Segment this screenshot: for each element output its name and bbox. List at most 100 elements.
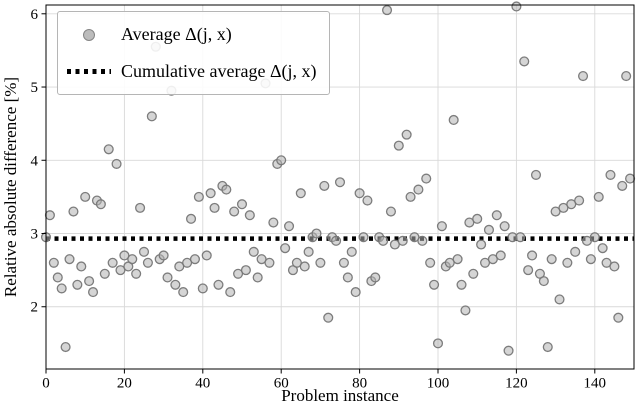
- scatter-point: [574, 195, 585, 206]
- y-tick-label: 3: [31, 227, 39, 243]
- scatter-point: [264, 257, 275, 268]
- scatter-point: [378, 235, 389, 246]
- scatter-point: [84, 276, 95, 287]
- scatter-point: [613, 312, 624, 323]
- scatter-point: [178, 287, 189, 298]
- scatter-point: [146, 111, 157, 122]
- scatter-point: [472, 213, 483, 224]
- scatter-point: [229, 206, 240, 217]
- scatter-point: [99, 268, 110, 279]
- scatter-point: [393, 140, 404, 151]
- scatter-point: [385, 206, 397, 217]
- scatter-point: [95, 199, 106, 210]
- x-tick-label: 100: [427, 376, 450, 392]
- scatter-point: [64, 254, 75, 265]
- legend-item-average: Average Δ(j, x): [66, 16, 317, 53]
- y-tick-label: 4: [31, 153, 39, 169]
- scatter-point: [240, 265, 251, 276]
- scatter-point: [185, 213, 197, 224]
- legend-icon-box: [66, 69, 112, 74]
- scatter-point: [370, 272, 381, 283]
- scatter-point: [523, 265, 534, 276]
- scatter-point: [48, 257, 59, 268]
- scatter-point: [209, 202, 220, 213]
- scatter-point: [621, 70, 632, 82]
- scatter-point: [138, 246, 150, 257]
- scatter-point: [189, 254, 201, 265]
- scatter-point: [80, 191, 91, 202]
- scatter-point: [342, 272, 353, 283]
- scatter-point: [346, 246, 357, 257]
- scatter-point: [570, 246, 581, 257]
- scatter-point: [244, 210, 255, 221]
- scatter-point: [515, 232, 526, 243]
- scatter-point: [538, 276, 549, 287]
- scatter-point: [268, 217, 279, 228]
- scatter-marker-icon: [83, 28, 95, 41]
- scatter-point: [334, 177, 346, 188]
- scatter-point: [213, 279, 224, 290]
- scatter-point: [87, 287, 99, 298]
- scatter-point: [460, 305, 471, 316]
- scatter-point: [127, 254, 138, 265]
- scatter-point: [44, 210, 55, 221]
- scatter-point: [448, 114, 459, 126]
- scatter-point: [52, 272, 63, 283]
- scatter-point: [295, 188, 306, 199]
- scatter-point: [319, 180, 330, 191]
- scatter-point: [421, 173, 432, 184]
- scatter-point: [252, 272, 263, 283]
- scatter-point: [68, 206, 79, 217]
- scatter-point: [354, 188, 365, 199]
- scatter-point: [221, 184, 232, 195]
- x-tick-label: 60: [274, 376, 289, 392]
- y-tick-label: 2: [31, 300, 39, 316]
- scatter-point: [350, 287, 361, 298]
- scatter-point: [593, 191, 604, 202]
- x-tick-label: 140: [584, 376, 607, 392]
- scatter-point: [468, 268, 479, 279]
- scatter-point: [135, 202, 146, 213]
- legend-label-average: Average Δ(j, x): [121, 24, 232, 44]
- scatter-point: [225, 287, 236, 298]
- scatter-point: [103, 144, 114, 155]
- scatter-point: [562, 257, 573, 268]
- scatter-point: [589, 232, 600, 243]
- scatter-point: [280, 243, 291, 254]
- scatter-point: [617, 180, 628, 191]
- x-tick-label: 120: [505, 376, 528, 392]
- scatter-point: [405, 191, 416, 202]
- scatter-point: [170, 279, 181, 290]
- scatter-point: [527, 250, 538, 261]
- scatter-point: [483, 224, 495, 235]
- scatter-point: [283, 221, 295, 232]
- scatter-point: [311, 228, 322, 239]
- scatter-point: [519, 56, 530, 67]
- scatter-point: [605, 169, 616, 180]
- scatter-point: [597, 243, 608, 254]
- scatter-point: [315, 257, 326, 268]
- scatter-point: [60, 341, 71, 353]
- y-tick-label: 6: [31, 7, 39, 23]
- x-tick-label: 40: [195, 376, 210, 392]
- scatter-point: [205, 188, 216, 199]
- x-axis-label: Problem instance: [281, 386, 399, 405]
- scatter-point: [625, 173, 636, 184]
- scatter-point: [429, 279, 440, 290]
- scatter-point: [397, 235, 408, 246]
- y-axis-label: Relative absolute difference [%]: [1, 76, 20, 298]
- scatter-point: [248, 246, 259, 257]
- scatter-point: [338, 257, 349, 268]
- x-tick-label: 20: [117, 376, 132, 392]
- scatter-point: [158, 250, 169, 261]
- scatter-point: [511, 1, 522, 12]
- scatter-point: [107, 257, 118, 268]
- scatter-point: [56, 283, 67, 294]
- legend-icon-box: [66, 28, 112, 41]
- scatter-point: [476, 239, 487, 250]
- scatter-point: [323, 312, 334, 323]
- scatter-point: [381, 5, 393, 16]
- scatter-point: [609, 261, 620, 272]
- scatter-point: [76, 261, 87, 272]
